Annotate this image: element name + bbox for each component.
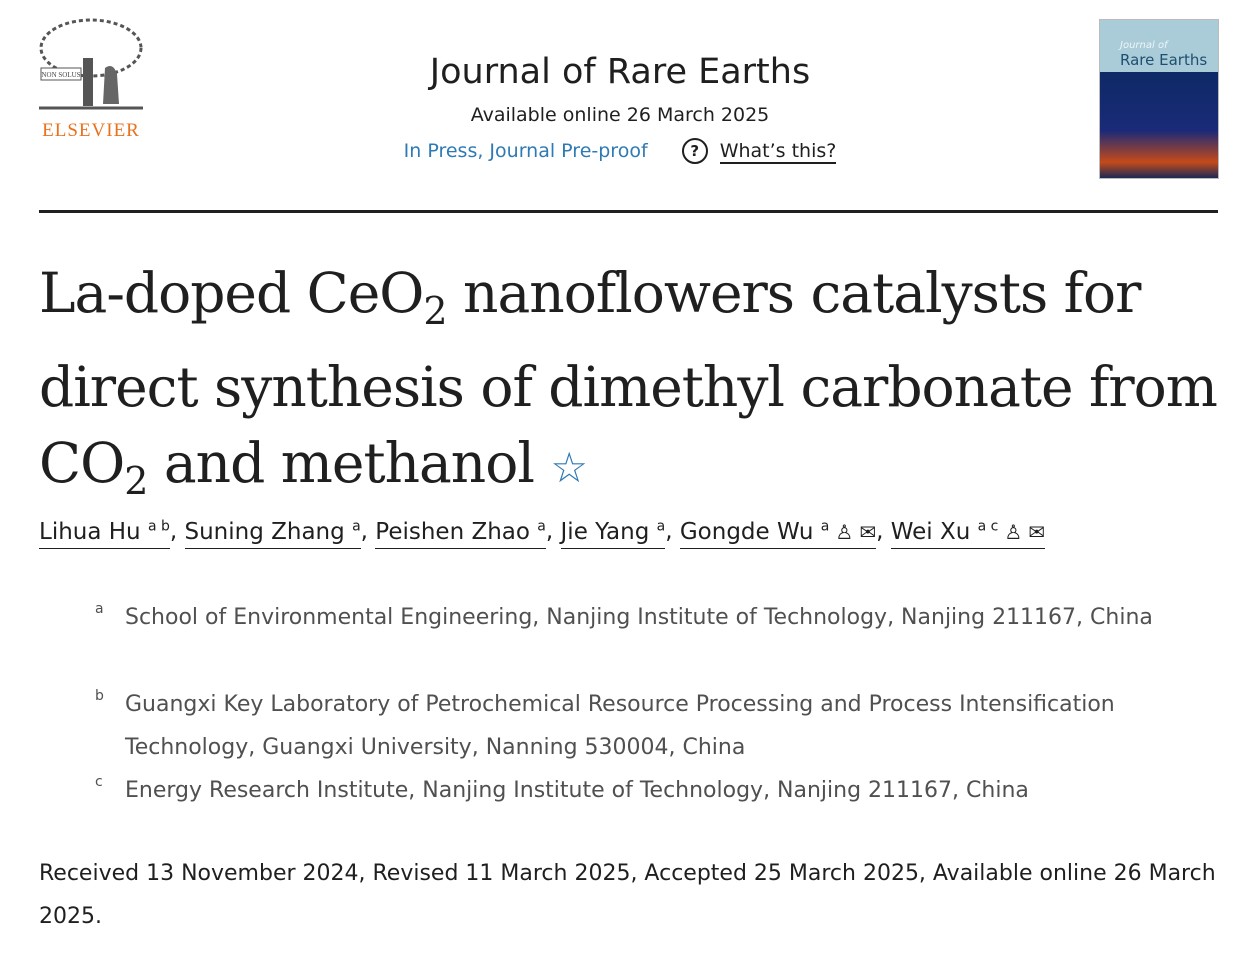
tree-logo-icon: NON SOLUS [39,18,143,110]
author-link[interactable]: Suning Zhang a [184,518,361,549]
journal-title[interactable]: Journal of Rare Earths [429,52,811,92]
journal-cover[interactable]: Journal of Rare Earths [1099,19,1219,179]
envelope-icon: ✉ [859,519,877,544]
article-title: La-doped CeO2 nanoflowers catalysts for … [39,261,1218,503]
envelope-icon: ✉ [1028,519,1046,544]
elsevier-wordmark: ELSEVIER [42,120,140,141]
question-circle-icon[interactable]: ? [681,138,708,164]
person-icon: ♙ [835,519,854,544]
elsevier-logo[interactable]: NON SOLUS ELSEVIER [38,18,144,142]
affiliation: b Guangxi Key Laboratory of Petrochemical… [95,688,1115,760]
author-link[interactable]: Gongde Wu a ♙ ✉ [679,518,877,549]
affiliation: c Energy Research Institute, Nanjing Inst… [95,774,1029,803]
author-list: Lihua Hu a b, Suning Zhang a, Peishen Zh… [39,518,1046,549]
article-dates: Received 13 November 2024, Revised 11 Ma… [39,861,1216,929]
author-link[interactable]: Lihua Hu a b [39,518,170,549]
affiliation: a School of Environmental Engineering, Na… [95,601,1153,630]
author-link[interactable]: Wei Xu a c ♙ ✉ [890,518,1046,549]
cover-title: Rare Earths [1120,51,1208,69]
available-date: Available online 26 March 2025 [470,104,770,126]
tree-motto: NON SOLUS [41,71,80,79]
author-link[interactable]: Peishen Zhao a [375,518,546,549]
whats-this-link[interactable]: What’s this? [719,139,837,164]
divider [39,210,1218,213]
person-icon: ♙ [1004,519,1023,544]
in-press-link[interactable]: In Press, Journal Pre-proof [403,139,648,162]
author-link[interactable]: Jie Yang a [560,518,666,549]
cover-text: Journal of [1120,40,1168,51]
star-icon[interactable]: ☆ [550,443,588,492]
